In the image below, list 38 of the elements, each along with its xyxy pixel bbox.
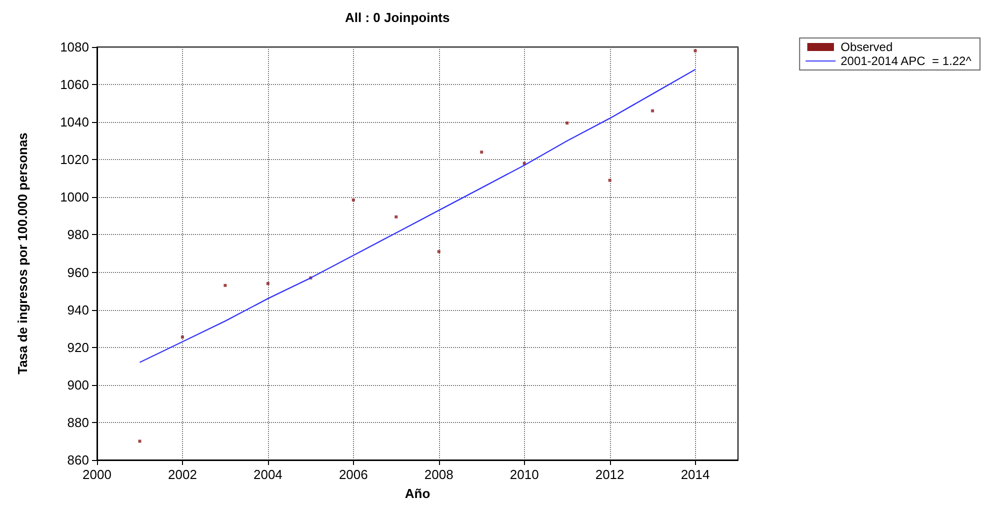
y-tick-label: 1060: [60, 77, 89, 92]
point: [138, 440, 142, 443]
y-axis-title: Tasa de ingresos por 100.000 personas: [15, 132, 30, 374]
y-tick-label: 1040: [60, 114, 89, 130]
point: [608, 178, 612, 182]
x-tick-label: 2008: [424, 467, 454, 482]
y-tick-label: 860: [67, 452, 89, 468]
x-tick-label: 2002: [168, 467, 197, 482]
point: [352, 198, 355, 202]
point: [480, 150, 484, 154]
y-tick-label: 940: [67, 302, 89, 318]
point: [180, 336, 184, 339]
chart-title: All : 0 Joinpoints: [345, 10, 450, 25]
y-tick-label: 880: [67, 414, 89, 430]
x-tick-label: 2014: [680, 467, 710, 482]
point: [694, 49, 697, 52]
x-tick-label: 2000: [82, 467, 112, 482]
x-axis-title: Año: [404, 486, 430, 501]
legend-label: 2001-2014 APC = 1.22^: [840, 54, 972, 68]
line-series: [139, 68, 696, 363]
point: [566, 122, 569, 125]
x-tick-label: 2004: [253, 467, 282, 482]
legend-label: Observed: [840, 40, 893, 54]
point: [651, 109, 654, 112]
point: [266, 282, 270, 286]
y-tick-label: 1080: [60, 40, 89, 54]
y-tick-label: 920: [67, 340, 89, 355]
point: [224, 284, 227, 287]
y-tick-label: 1000: [60, 190, 89, 205]
x-tick-label: 2010: [510, 467, 539, 482]
point: [437, 250, 440, 254]
point: [394, 215, 398, 218]
y-tick-label: 1020: [60, 152, 89, 168]
x-tick-label: 2012: [595, 467, 624, 482]
x-tick-label: 2006: [338, 467, 368, 482]
y-tick-label: 900: [67, 377, 89, 392]
y-tick-label: 980: [67, 227, 89, 242]
y-tick-label: 960: [67, 264, 89, 280]
